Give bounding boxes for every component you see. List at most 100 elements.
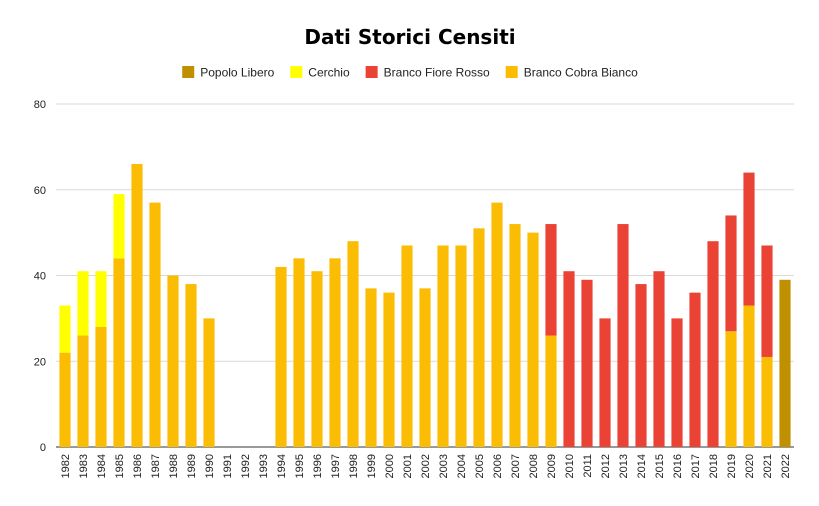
- x-tick-label: 2010: [564, 454, 576, 478]
- bar-1995-branco-cobra-bianco: [293, 258, 305, 447]
- bar-2020-branco-fiore-rosso: [743, 172, 755, 306]
- x-tick-label: 2002: [420, 454, 432, 478]
- bar-1983-cerchio: [77, 271, 89, 336]
- bar-2022-popolo-libero: [779, 279, 791, 447]
- bar-2010-branco-fiore-rosso: [563, 271, 575, 447]
- x-tick-label: 1999: [366, 454, 378, 478]
- legend-label: Popolo Libero: [200, 66, 274, 80]
- x-tick-label: 2003: [438, 454, 450, 478]
- legend-swatch: [182, 66, 195, 78]
- x-tick-label: 1992: [240, 454, 252, 478]
- x-tick-label: 1982: [60, 454, 72, 478]
- bar-2013-branco-fiore-rosso: [617, 224, 629, 447]
- x-tick-label: 2009: [546, 454, 558, 478]
- y-tick-label: 20: [34, 356, 46, 368]
- x-tick-label: 2007: [510, 454, 522, 478]
- bar-1984-cerchio: [95, 271, 107, 327]
- bar-2012-branco-fiore-rosso: [599, 318, 611, 447]
- x-tick-label: 1986: [132, 454, 144, 478]
- y-tick-label: 40: [34, 271, 46, 283]
- bar-2018-branco-fiore-rosso: [707, 241, 719, 447]
- x-axis: 1982 1983 1984 1985 1986 1987 1988 1989 1990 1991…: [60, 454, 792, 478]
- legend: Popolo Libero Cerchio Branco Fiore Rosso Br…: [182, 66, 638, 80]
- x-tick-label: 2005: [474, 454, 486, 478]
- x-tick-label: 2012: [600, 454, 612, 478]
- x-tick-label: 2022: [780, 454, 792, 478]
- x-tick-label: 2004: [456, 454, 468, 478]
- x-tick-label: 1996: [312, 454, 324, 478]
- legend-swatch: [505, 66, 518, 78]
- x-tick-label: 2015: [654, 454, 666, 478]
- legend-item-popolo-libero: Popolo Libero: [182, 66, 275, 80]
- bar-2021-branco-cobra-bianco: [761, 356, 773, 447]
- bar-1997-branco-cobra-bianco: [329, 258, 341, 447]
- x-tick-label: 2014: [636, 454, 648, 478]
- x-tick-label: 2021: [762, 454, 774, 478]
- y-tick-label: 80: [34, 99, 46, 111]
- bar-1987-branco-cobra-bianco: [149, 202, 161, 447]
- bar-1982-branco-cobra-bianco: [59, 352, 71, 447]
- x-tick-label: 1983: [78, 454, 90, 478]
- x-tick-label: 2016: [672, 454, 684, 478]
- bar-1985-cerchio: [113, 194, 125, 259]
- y-tick-label: 60: [34, 185, 46, 197]
- bar-2019-branco-cobra-bianco: [725, 331, 737, 447]
- x-tick-label: 2011: [582, 454, 594, 478]
- x-tick-label: 1985: [114, 454, 126, 478]
- chart-title: Dati Storici Censiti: [304, 25, 515, 49]
- bar-2006-branco-cobra-bianco: [491, 202, 503, 447]
- bar-2021-branco-fiore-rosso: [761, 245, 773, 357]
- x-tick-label: 2017: [690, 454, 702, 478]
- bar-1994-branco-cobra-bianco: [275, 266, 287, 447]
- bar-2011-branco-fiore-rosso: [581, 279, 593, 447]
- x-tick-label: 1987: [150, 454, 162, 478]
- legend-label: Branco Cobra Bianco: [524, 66, 638, 80]
- legend-label: Branco Fiore Rosso: [384, 66, 490, 80]
- x-tick-label: 2000: [384, 454, 396, 478]
- bar-1996-branco-cobra-bianco: [311, 271, 323, 447]
- x-tick-label: 2018: [708, 454, 720, 478]
- bar-1982-cerchio: [59, 305, 71, 353]
- legend-item-branco-cobra-bianco: Branco Cobra Bianco: [505, 66, 638, 80]
- bar-1983-branco-cobra-bianco: [77, 335, 89, 447]
- bar-2004-branco-cobra-bianco: [455, 245, 467, 447]
- gridlines: [56, 103, 794, 448]
- legend-item-branco-fiore-rosso: Branco Fiore Rosso: [365, 66, 490, 80]
- x-tick-label: 1988: [168, 454, 180, 478]
- bar-2014-branco-fiore-rosso: [635, 284, 647, 447]
- x-tick-label: 2008: [528, 454, 540, 478]
- x-tick-label: 1990: [204, 454, 216, 478]
- bar-2003-branco-cobra-bianco: [437, 245, 449, 447]
- legend-label: Cerchio: [308, 66, 350, 80]
- bar-2020-branco-cobra-bianco: [743, 305, 755, 447]
- legend-swatch: [365, 66, 378, 78]
- bars: [59, 164, 791, 447]
- x-tick-label: 1991: [222, 454, 234, 478]
- bar-1999-branco-cobra-bianco: [365, 288, 377, 447]
- bar-1985-branco-cobra-bianco: [113, 258, 125, 447]
- bar-1984-branco-cobra-bianco: [95, 326, 107, 447]
- x-tick-label: 2001: [402, 454, 414, 478]
- legend-item-cerchio: Cerchio: [290, 66, 350, 80]
- bar-2007-branco-cobra-bianco: [509, 224, 521, 447]
- bar-2005-branco-cobra-bianco: [473, 228, 485, 447]
- x-tick-label: 2020: [744, 454, 756, 478]
- bar-2009-branco-cobra-bianco: [545, 335, 557, 447]
- bar-1986-branco-cobra-bianco: [131, 164, 143, 447]
- y-tick-label: 0: [40, 442, 46, 454]
- x-tick-label: 1995: [294, 454, 306, 478]
- bar-2001-branco-cobra-bianco: [401, 245, 413, 447]
- x-tick-label: 2006: [492, 454, 504, 478]
- x-tick-label: 1984: [96, 454, 108, 478]
- bar-2016-branco-fiore-rosso: [671, 318, 683, 447]
- bar-1989-branco-cobra-bianco: [185, 284, 197, 447]
- x-tick-label: 2013: [618, 454, 630, 478]
- bar-2000-branco-cobra-bianco: [383, 292, 395, 447]
- x-tick-label: 1989: [186, 454, 198, 478]
- bar-2009-branco-fiore-rosso: [545, 224, 557, 336]
- legend-swatch: [290, 66, 303, 78]
- x-tick-label: 1993: [258, 454, 270, 478]
- bar-1998-branco-cobra-bianco: [347, 241, 359, 447]
- bar-1990-branco-cobra-bianco: [203, 318, 215, 447]
